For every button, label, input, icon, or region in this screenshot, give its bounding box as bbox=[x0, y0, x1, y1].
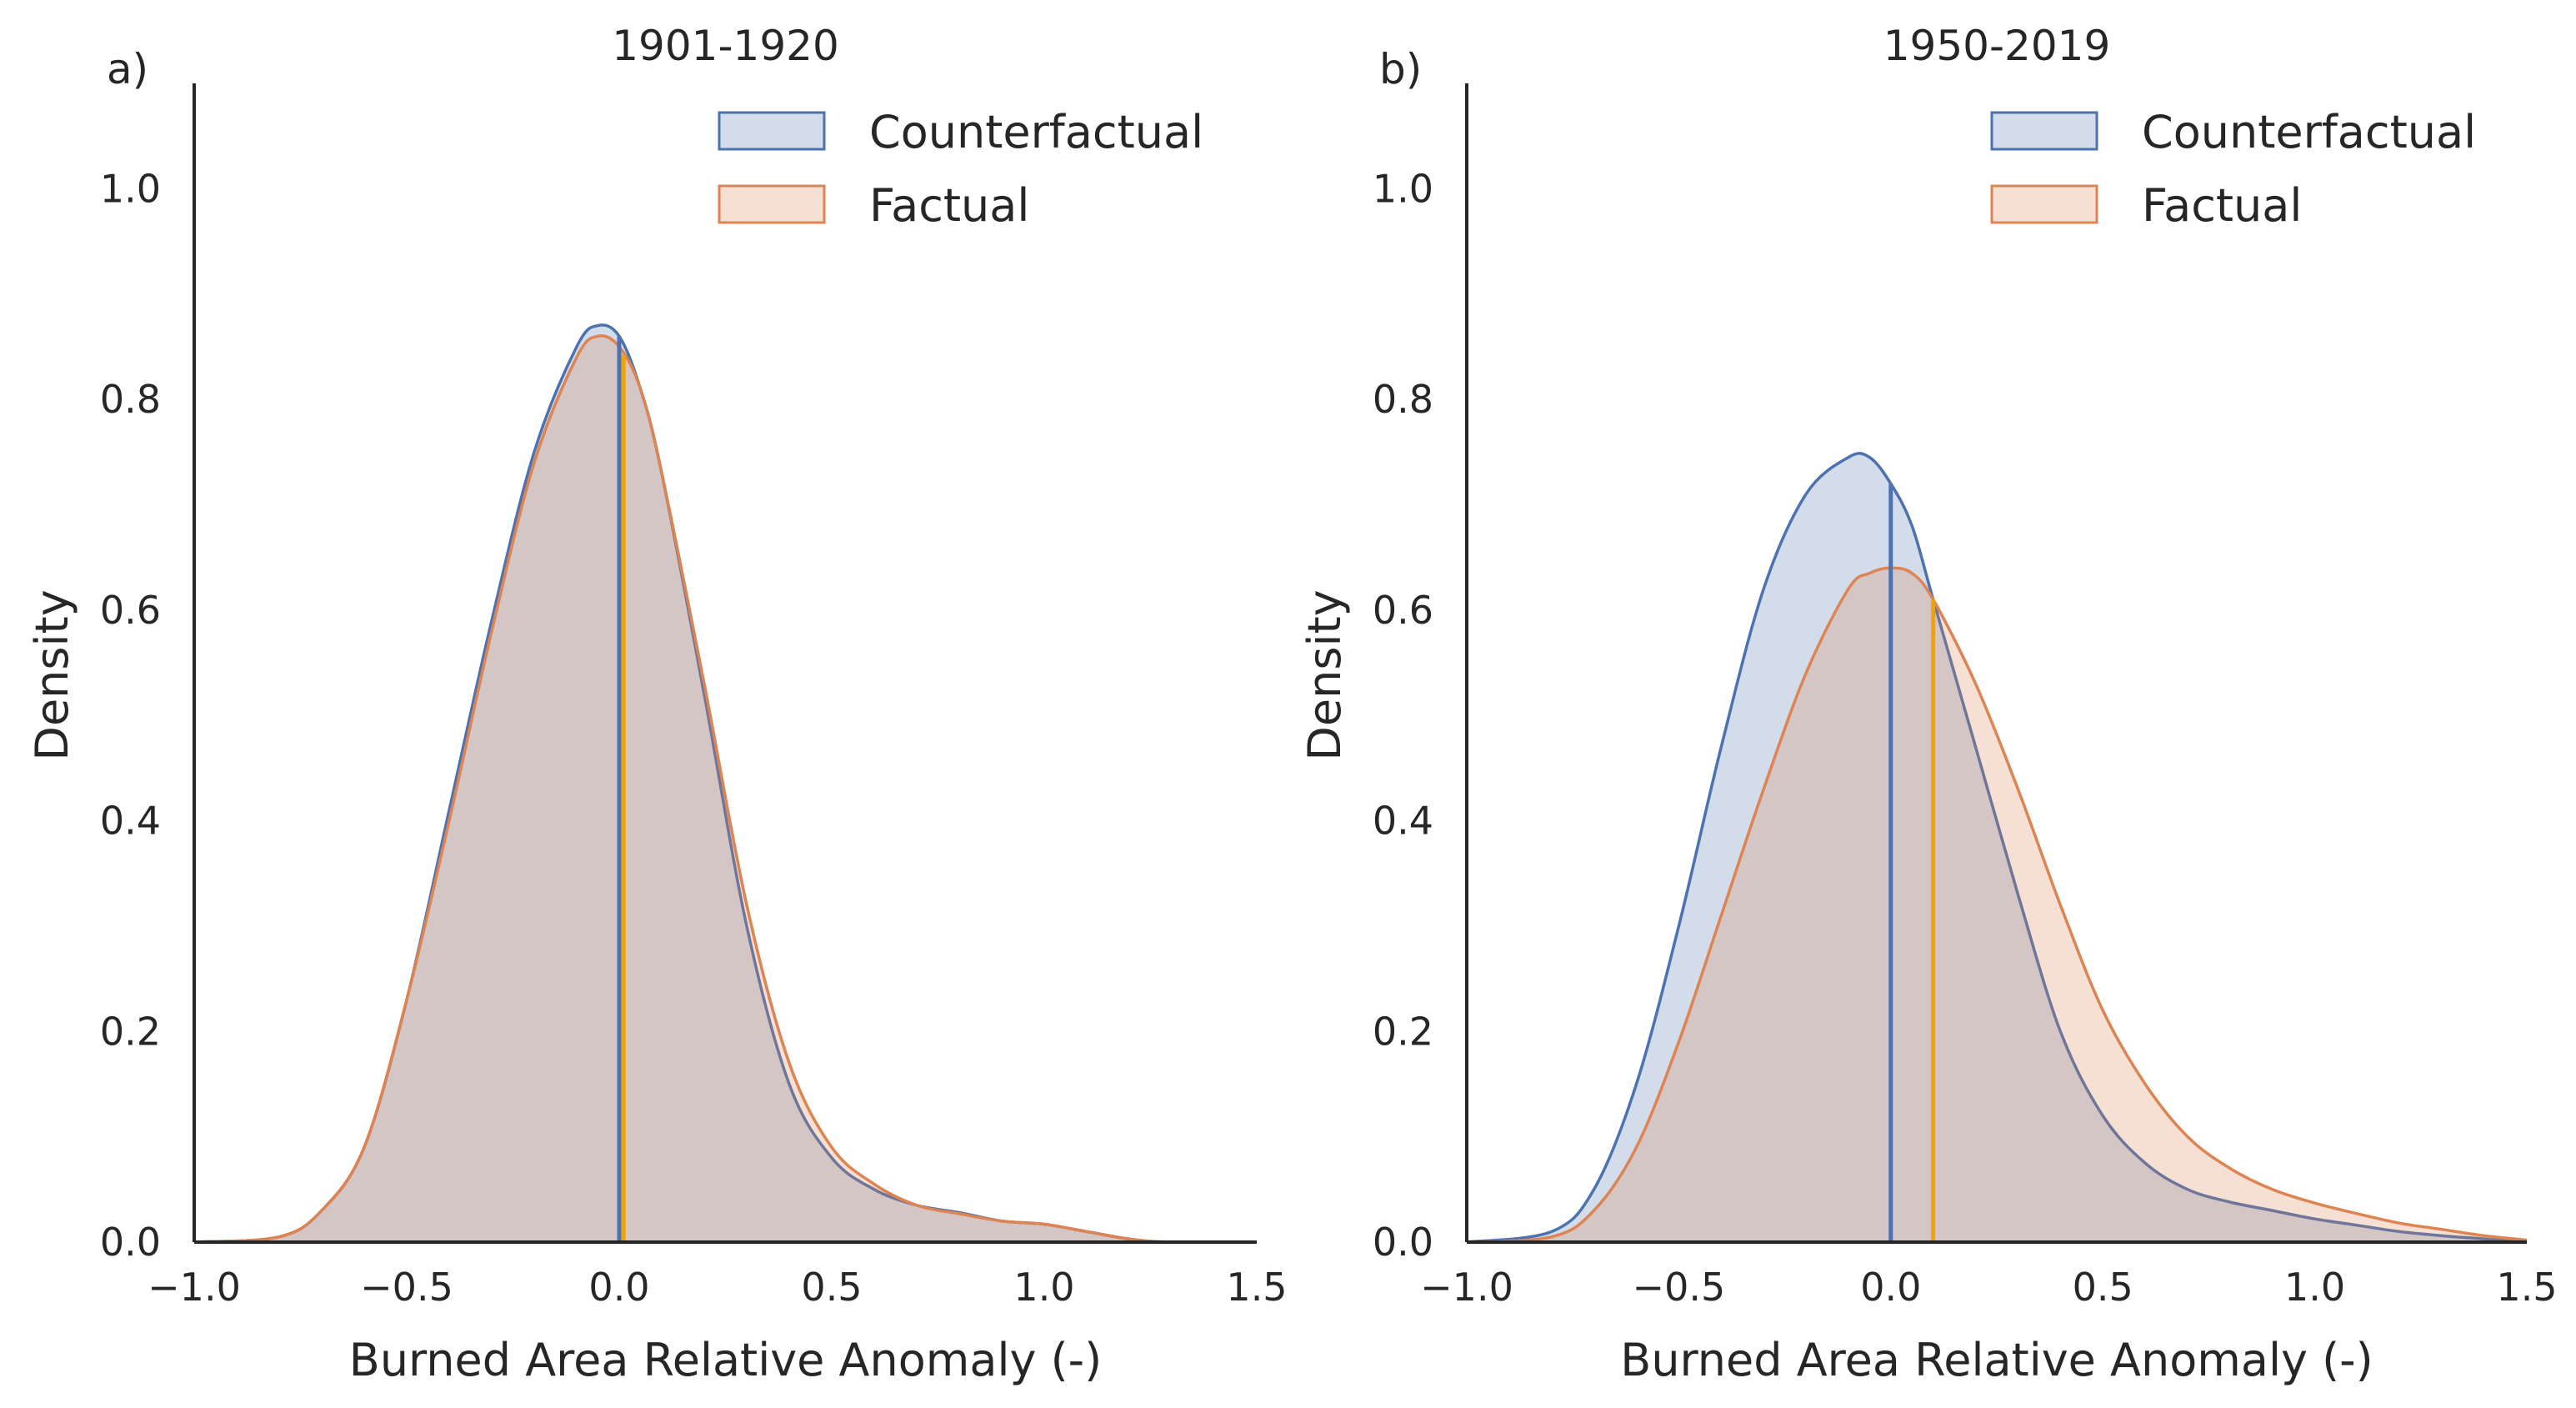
panel-b-curve-factual bbox=[1466, 566, 2528, 1244]
panel-b-legend-swatch-counterfactual bbox=[1990, 111, 2098, 151]
panel-b-x-tick-label: 1.5 bbox=[2496, 1265, 2557, 1310]
panel-a-ticks: −1.0 −0.5 0.0 0.5 1.0 1.5 0.0 0.2 0.4 0.6 0.8 1.0 bbox=[100, 166, 1288, 1310]
panel-a-x-tick-label: 1.0 bbox=[1013, 1265, 1074, 1310]
panel-b-x-tick-label: −0.5 bbox=[1633, 1265, 1726, 1310]
panel-a-x-tick-label: 1.5 bbox=[1226, 1265, 1287, 1310]
panel-a-legend-swatch-factual bbox=[718, 184, 826, 224]
panel-b-title: 1950-2019 bbox=[1883, 22, 2111, 70]
panel-b-area-counterfactual bbox=[1467, 453, 2527, 1242]
panel-b-x-axis-label: Burned Area Relative Anomaly (-) bbox=[1620, 1334, 2373, 1386]
panel-a-y-tick-label: 0.8 bbox=[100, 377, 161, 422]
panel-a-density-areas bbox=[193, 323, 1257, 1244]
panel-b-density-areas bbox=[1466, 452, 2528, 1244]
panel-b-legend-label-counterfactual: Counterfactual bbox=[2142, 106, 2476, 158]
panel-b-area-factual bbox=[1467, 568, 2527, 1242]
panel-a-x-tick-label: −0.5 bbox=[360, 1265, 453, 1310]
panel-a-y-tick-label: 1.0 bbox=[100, 166, 161, 211]
panel-a-legend-label-factual: Factual bbox=[869, 179, 1029, 232]
panel-a-axes bbox=[193, 83, 1257, 1244]
panel-b: −1.0 −0.5 0.0 0.5 1.0 1.5 0.0 0.2 0.4 0.6 0.8 1.0 1… bbox=[1298, 22, 2558, 1386]
panel-a-y-tick-label: 0.6 bbox=[100, 588, 161, 633]
panel-b-y-tick-label: 1.0 bbox=[1373, 166, 1433, 211]
panel-b-median-lines bbox=[1888, 484, 1936, 1242]
panel-b-axes bbox=[1465, 83, 2527, 1244]
panel-b-ticks: −1.0 −0.5 0.0 0.5 1.0 1.5 0.0 0.2 0.4 0.6 0.8 1.0 bbox=[1373, 166, 2558, 1310]
panel-b-x-tick-label: 0.0 bbox=[1860, 1265, 1921, 1310]
panel-b-x-tick-label: 1.0 bbox=[2284, 1265, 2345, 1310]
panel-a-x-tick-label: 0.0 bbox=[588, 1265, 649, 1310]
panel-a-x-tick-label: −1.0 bbox=[148, 1265, 241, 1310]
panel-b-legend-swatch-factual bbox=[1990, 184, 2098, 224]
panel-a: −1.0 −0.5 0.0 0.5 1.0 1.5 0.0 0.2 0.4 0.6 0.8 1.0 1… bbox=[26, 22, 1288, 1386]
panel-a-area-counterfactual bbox=[194, 324, 1257, 1242]
panel-b-legend: Counterfactual Factual bbox=[1990, 106, 2476, 232]
panel-b-y-tick-label: 0.8 bbox=[1373, 377, 1433, 422]
panel-a-y-tick-label: 0.4 bbox=[100, 799, 161, 844]
panel-a-area-factual bbox=[194, 335, 1257, 1242]
panel-a-label: a) bbox=[107, 45, 148, 93]
panel-a-median-lines bbox=[617, 336, 626, 1242]
panel-a-x-tick-label: 0.5 bbox=[801, 1265, 862, 1310]
panel-a-y-tick-label: 0.2 bbox=[100, 1009, 161, 1054]
panel-a-title: 1901-1920 bbox=[612, 22, 839, 70]
panel-b-label: b) bbox=[1379, 45, 1422, 93]
panel-a-x-axis-label: Burned Area Relative Anomaly (-) bbox=[349, 1334, 1102, 1386]
panel-b-curve-counterfactual bbox=[1466, 452, 2528, 1244]
panel-b-x-tick-label: 0.5 bbox=[2073, 1265, 2133, 1310]
panel-b-y-tick-label: 0.4 bbox=[1373, 799, 1433, 844]
panel-b-y-tick-label: 0.0 bbox=[1373, 1220, 1433, 1265]
panel-a-legend: Counterfactual Factual bbox=[718, 106, 1203, 232]
panel-a-y-axis-label: Density bbox=[26, 589, 78, 760]
panel-b-y-tick-label: 0.6 bbox=[1373, 588, 1433, 633]
panel-b-x-tick-label: −1.0 bbox=[1420, 1265, 1513, 1310]
panel-a-y-tick-label: 0.0 bbox=[100, 1220, 161, 1265]
panel-b-y-axis-label: Density bbox=[1298, 589, 1351, 760]
panel-a-curve-factual bbox=[193, 334, 1257, 1244]
panel-b-legend-label-factual: Factual bbox=[2142, 179, 2302, 232]
panel-a-legend-label-counterfactual: Counterfactual bbox=[869, 106, 1203, 158]
panel-a-legend-swatch-counterfactual bbox=[718, 111, 826, 151]
panel-b-y-tick-label: 0.2 bbox=[1373, 1009, 1433, 1054]
